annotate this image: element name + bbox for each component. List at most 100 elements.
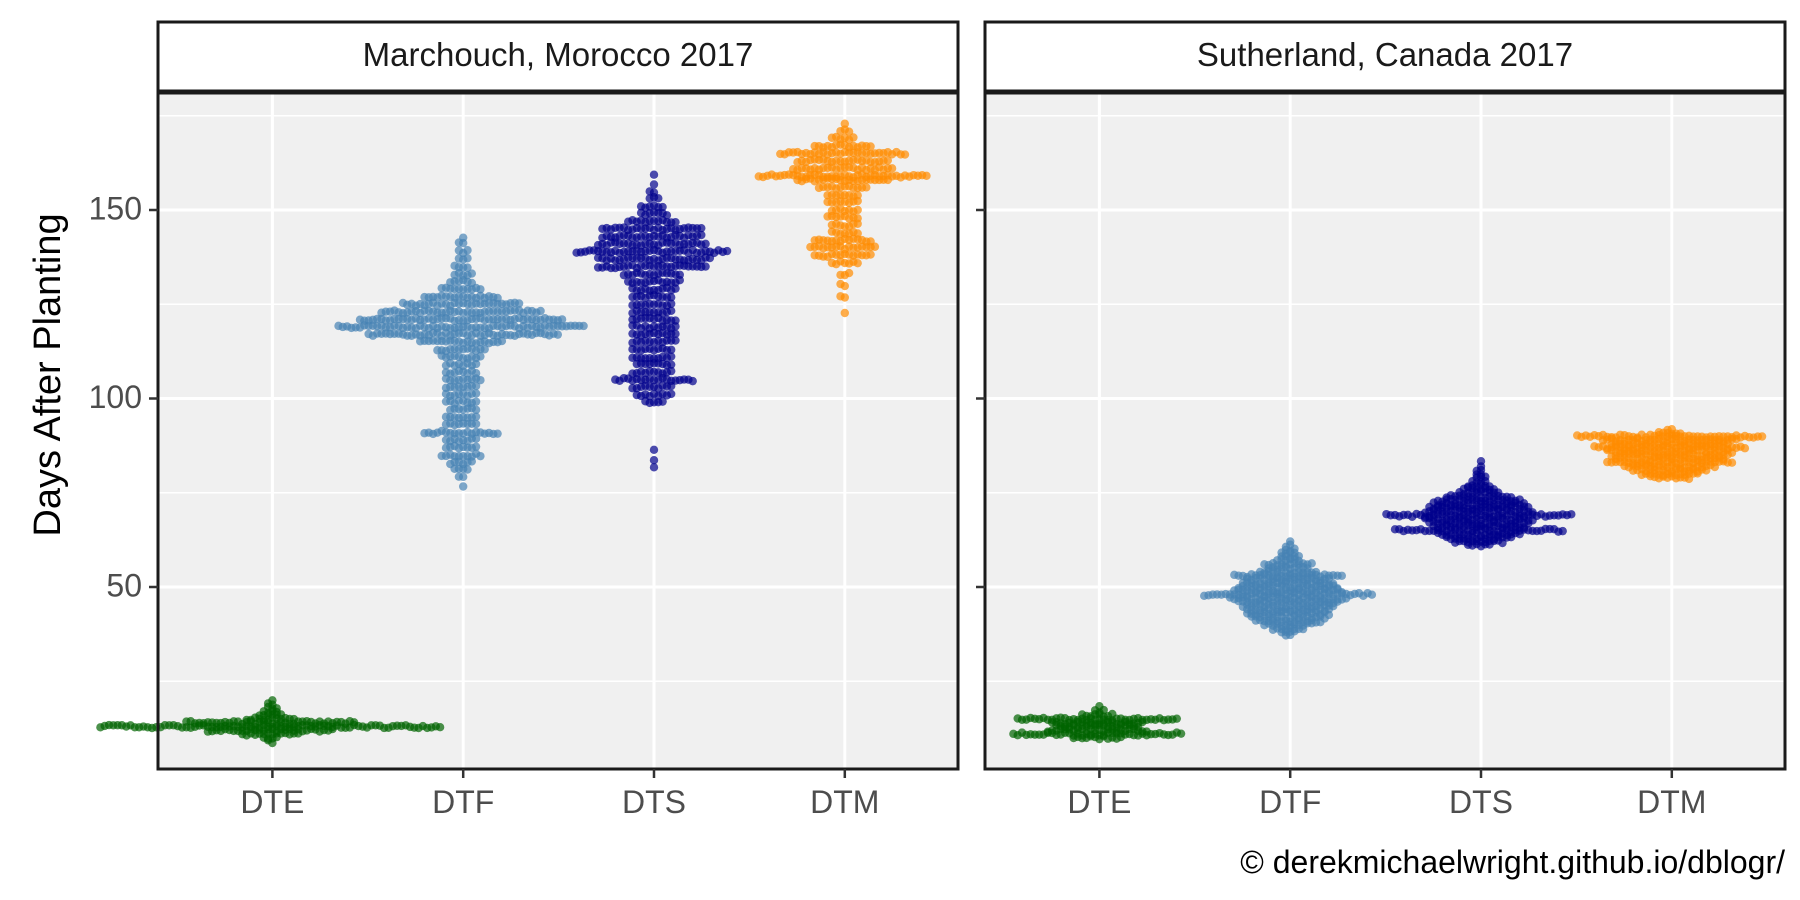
data-point — [810, 251, 819, 260]
data-point — [463, 263, 472, 272]
data-point — [658, 397, 667, 406]
x-tick-label: DTM — [810, 784, 879, 820]
x-tick-label: DTM — [1637, 784, 1706, 820]
data-point — [671, 217, 680, 227]
data-point — [1390, 525, 1400, 534]
panel-border — [983, 91, 1787, 771]
data-point — [628, 369, 637, 378]
series-dts-1 — [572, 170, 732, 472]
data-point — [697, 223, 706, 233]
data-point — [471, 397, 481, 406]
data-point — [593, 240, 603, 250]
data-point — [1367, 590, 1377, 599]
data-point — [441, 383, 451, 393]
data-point — [654, 194, 663, 203]
data-point — [182, 717, 191, 726]
data-point — [1013, 714, 1022, 723]
data-point — [701, 262, 710, 271]
data-point — [1433, 496, 1443, 506]
data-point — [645, 194, 654, 203]
data-point — [844, 268, 854, 278]
data-point — [454, 472, 464, 481]
data-point — [289, 714, 299, 724]
data-point — [827, 258, 837, 268]
x-tick-label: DTF — [432, 784, 494, 820]
y-tick-label: 50 — [106, 567, 142, 603]
data-point — [836, 279, 845, 289]
data-point — [441, 412, 451, 422]
data-point — [866, 237, 875, 246]
data-point — [441, 361, 451, 370]
data-point — [459, 233, 468, 242]
data-point — [476, 352, 485, 361]
data-point — [433, 346, 442, 355]
data-point — [675, 270, 684, 279]
data-point — [536, 306, 545, 316]
data-point — [624, 217, 633, 226]
data-point — [836, 292, 845, 301]
data-point — [628, 329, 637, 338]
plot-background — [158, 93, 958, 769]
panel-border — [156, 91, 960, 771]
data-point — [823, 197, 832, 207]
data-point — [435, 722, 445, 732]
data-point — [437, 451, 446, 461]
data-point — [446, 459, 455, 469]
data-point — [1506, 493, 1516, 502]
data-point — [334, 321, 343, 331]
series-dtm-2 — [1573, 425, 1767, 484]
data-point — [476, 451, 485, 461]
data-point — [454, 254, 464, 263]
data-point — [598, 233, 607, 242]
data-point — [1337, 571, 1347, 580]
y-tick-label: 100 — [89, 379, 142, 415]
data-point — [662, 211, 672, 220]
data-point — [628, 321, 637, 330]
data-point — [450, 261, 459, 270]
data-point — [611, 375, 620, 384]
data-point — [667, 389, 676, 399]
x-tick-label: DTS — [622, 784, 686, 820]
series-dte-2 — [1009, 702, 1186, 744]
data-point — [1573, 431, 1582, 440]
data-point — [471, 389, 481, 398]
panel-2: Sutherland, Canada 2017 DTE DTF DTS DTM — [976, 20, 1787, 820]
data-point — [697, 230, 706, 240]
data-point — [671, 284, 680, 293]
data-point — [557, 315, 567, 324]
data-point — [701, 239, 710, 249]
data-point — [471, 419, 481, 429]
data-point — [349, 718, 359, 727]
data-point — [1590, 442, 1599, 451]
data-point — [649, 463, 659, 472]
data-point — [441, 368, 451, 377]
data-point — [1230, 570, 1239, 580]
data-point — [1603, 457, 1612, 467]
data-point — [853, 258, 862, 268]
data-point — [853, 205, 862, 215]
data-point — [900, 150, 910, 159]
data-point — [471, 369, 481, 378]
data-point — [688, 376, 697, 386]
data-point — [810, 236, 819, 245]
data-point — [471, 442, 481, 451]
data-point — [628, 308, 637, 318]
data-point — [446, 405, 455, 415]
data-point — [1676, 429, 1685, 438]
data-point — [645, 187, 654, 196]
data-point — [628, 338, 637, 347]
data-point — [437, 283, 446, 293]
data-point — [450, 270, 459, 280]
caption: © derekmichaelwright.github.io/dblogr/ — [1240, 844, 1785, 880]
data-point — [598, 224, 607, 234]
data-point — [619, 270, 629, 280]
data-point — [553, 330, 562, 339]
data-point — [1043, 727, 1053, 736]
data-point — [471, 412, 481, 421]
data-point — [471, 359, 481, 369]
data-point — [667, 299, 676, 308]
data-point — [810, 141, 819, 151]
facet-title: Sutherland, Canada 2017 — [1197, 36, 1573, 73]
data-point — [1009, 729, 1018, 739]
